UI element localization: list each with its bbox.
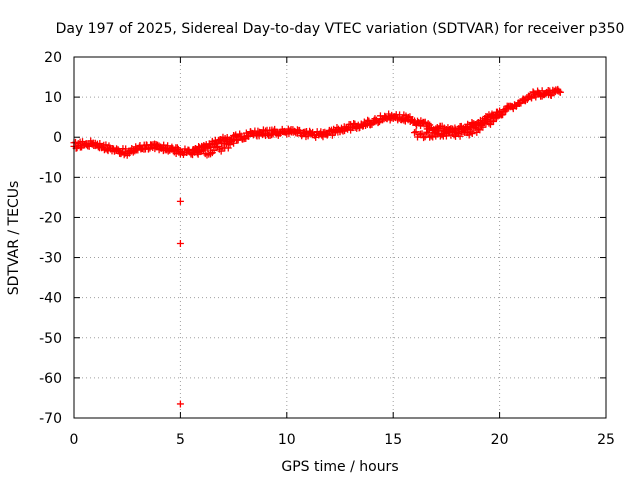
data-point — [240, 135, 248, 143]
x-tick-label: 0 — [70, 432, 79, 448]
x-tick-label: 15 — [384, 432, 402, 448]
data-point — [349, 124, 357, 132]
data-point — [424, 129, 432, 137]
data-point — [119, 145, 127, 153]
data-point — [532, 93, 540, 101]
data-point — [410, 129, 418, 137]
outlier-point — [176, 197, 184, 205]
y-tick-label: 0 — [53, 130, 62, 146]
data-point — [362, 122, 370, 130]
y-tick-label: 10 — [44, 90, 62, 106]
data-point — [74, 140, 82, 148]
data-point — [418, 130, 426, 138]
data-point — [244, 132, 252, 140]
data-point — [76, 143, 84, 151]
data-point — [264, 130, 272, 138]
y-axis-title: SDTVAR / TECUs — [6, 181, 22, 296]
x-tick-label: 5 — [176, 432, 185, 448]
outlier-point — [176, 240, 184, 248]
y-tick-label: 20 — [44, 50, 62, 66]
data-point — [438, 131, 446, 139]
data-point — [450, 131, 458, 139]
data-point — [467, 128, 475, 136]
x-tick-label: 25 — [597, 432, 615, 448]
data-point — [296, 126, 304, 134]
data-point — [538, 87, 546, 95]
data-point — [466, 122, 474, 130]
data-point — [374, 118, 382, 126]
data-point — [194, 150, 202, 158]
y-tick-label: -20 — [39, 210, 62, 226]
data-point — [364, 116, 372, 124]
data-point — [396, 111, 404, 119]
data-point — [304, 132, 312, 140]
chart-title: Day 197 of 2025, Sidereal Day-to-day VTE… — [56, 21, 625, 37]
data-point — [451, 124, 459, 132]
x-tick-label: 10 — [278, 432, 296, 448]
data-point — [496, 111, 504, 119]
y-tick-label: -40 — [39, 291, 62, 307]
data-point — [474, 125, 482, 133]
data-point — [420, 134, 428, 142]
data-point — [153, 142, 161, 150]
data-point — [442, 132, 450, 140]
data-point — [317, 128, 325, 136]
data-point — [479, 123, 487, 131]
outlier-point — [176, 400, 184, 408]
data-point — [199, 146, 207, 154]
y-tick-label: -70 — [39, 411, 62, 427]
data-point — [402, 112, 410, 120]
data-point — [429, 133, 437, 141]
data-point — [232, 131, 240, 139]
data-point — [477, 122, 485, 130]
y-tick-label: -50 — [39, 331, 62, 347]
data-point — [494, 112, 502, 120]
data-point — [471, 124, 479, 132]
data-point — [323, 131, 331, 139]
data-point — [465, 131, 473, 139]
data-point — [174, 145, 182, 153]
data-point — [556, 88, 564, 96]
plot-frame — [73, 56, 607, 419]
y-tick-label: -30 — [39, 251, 62, 267]
axis-ticks: 0 5 10 15 20 25 -70 -60 -50 -40 -30 -20 -10 0 10 20 — [39, 50, 615, 448]
data-point — [424, 120, 432, 128]
data-point — [410, 117, 418, 125]
data-point — [93, 140, 101, 148]
x-axis-title: GPS time / hours — [281, 459, 398, 475]
data-point — [517, 99, 525, 107]
data-point — [468, 130, 476, 138]
data-point — [187, 150, 195, 158]
data-point — [230, 139, 238, 147]
data-points — [70, 85, 564, 408]
y-tick-label: -10 — [39, 170, 62, 186]
data-point — [144, 145, 152, 153]
data-point — [421, 118, 429, 126]
data-point — [100, 141, 108, 149]
data-point — [251, 127, 259, 135]
data-point — [490, 118, 498, 126]
data-point — [285, 130, 293, 138]
data-point — [300, 129, 308, 137]
data-point — [459, 127, 467, 135]
data-point — [164, 142, 172, 150]
x-tick-label: 20 — [491, 432, 509, 448]
y-tick-label: -60 — [39, 371, 62, 387]
data-point — [223, 140, 231, 148]
data-point — [445, 128, 453, 136]
data-point — [368, 121, 376, 129]
data-point — [456, 132, 464, 140]
